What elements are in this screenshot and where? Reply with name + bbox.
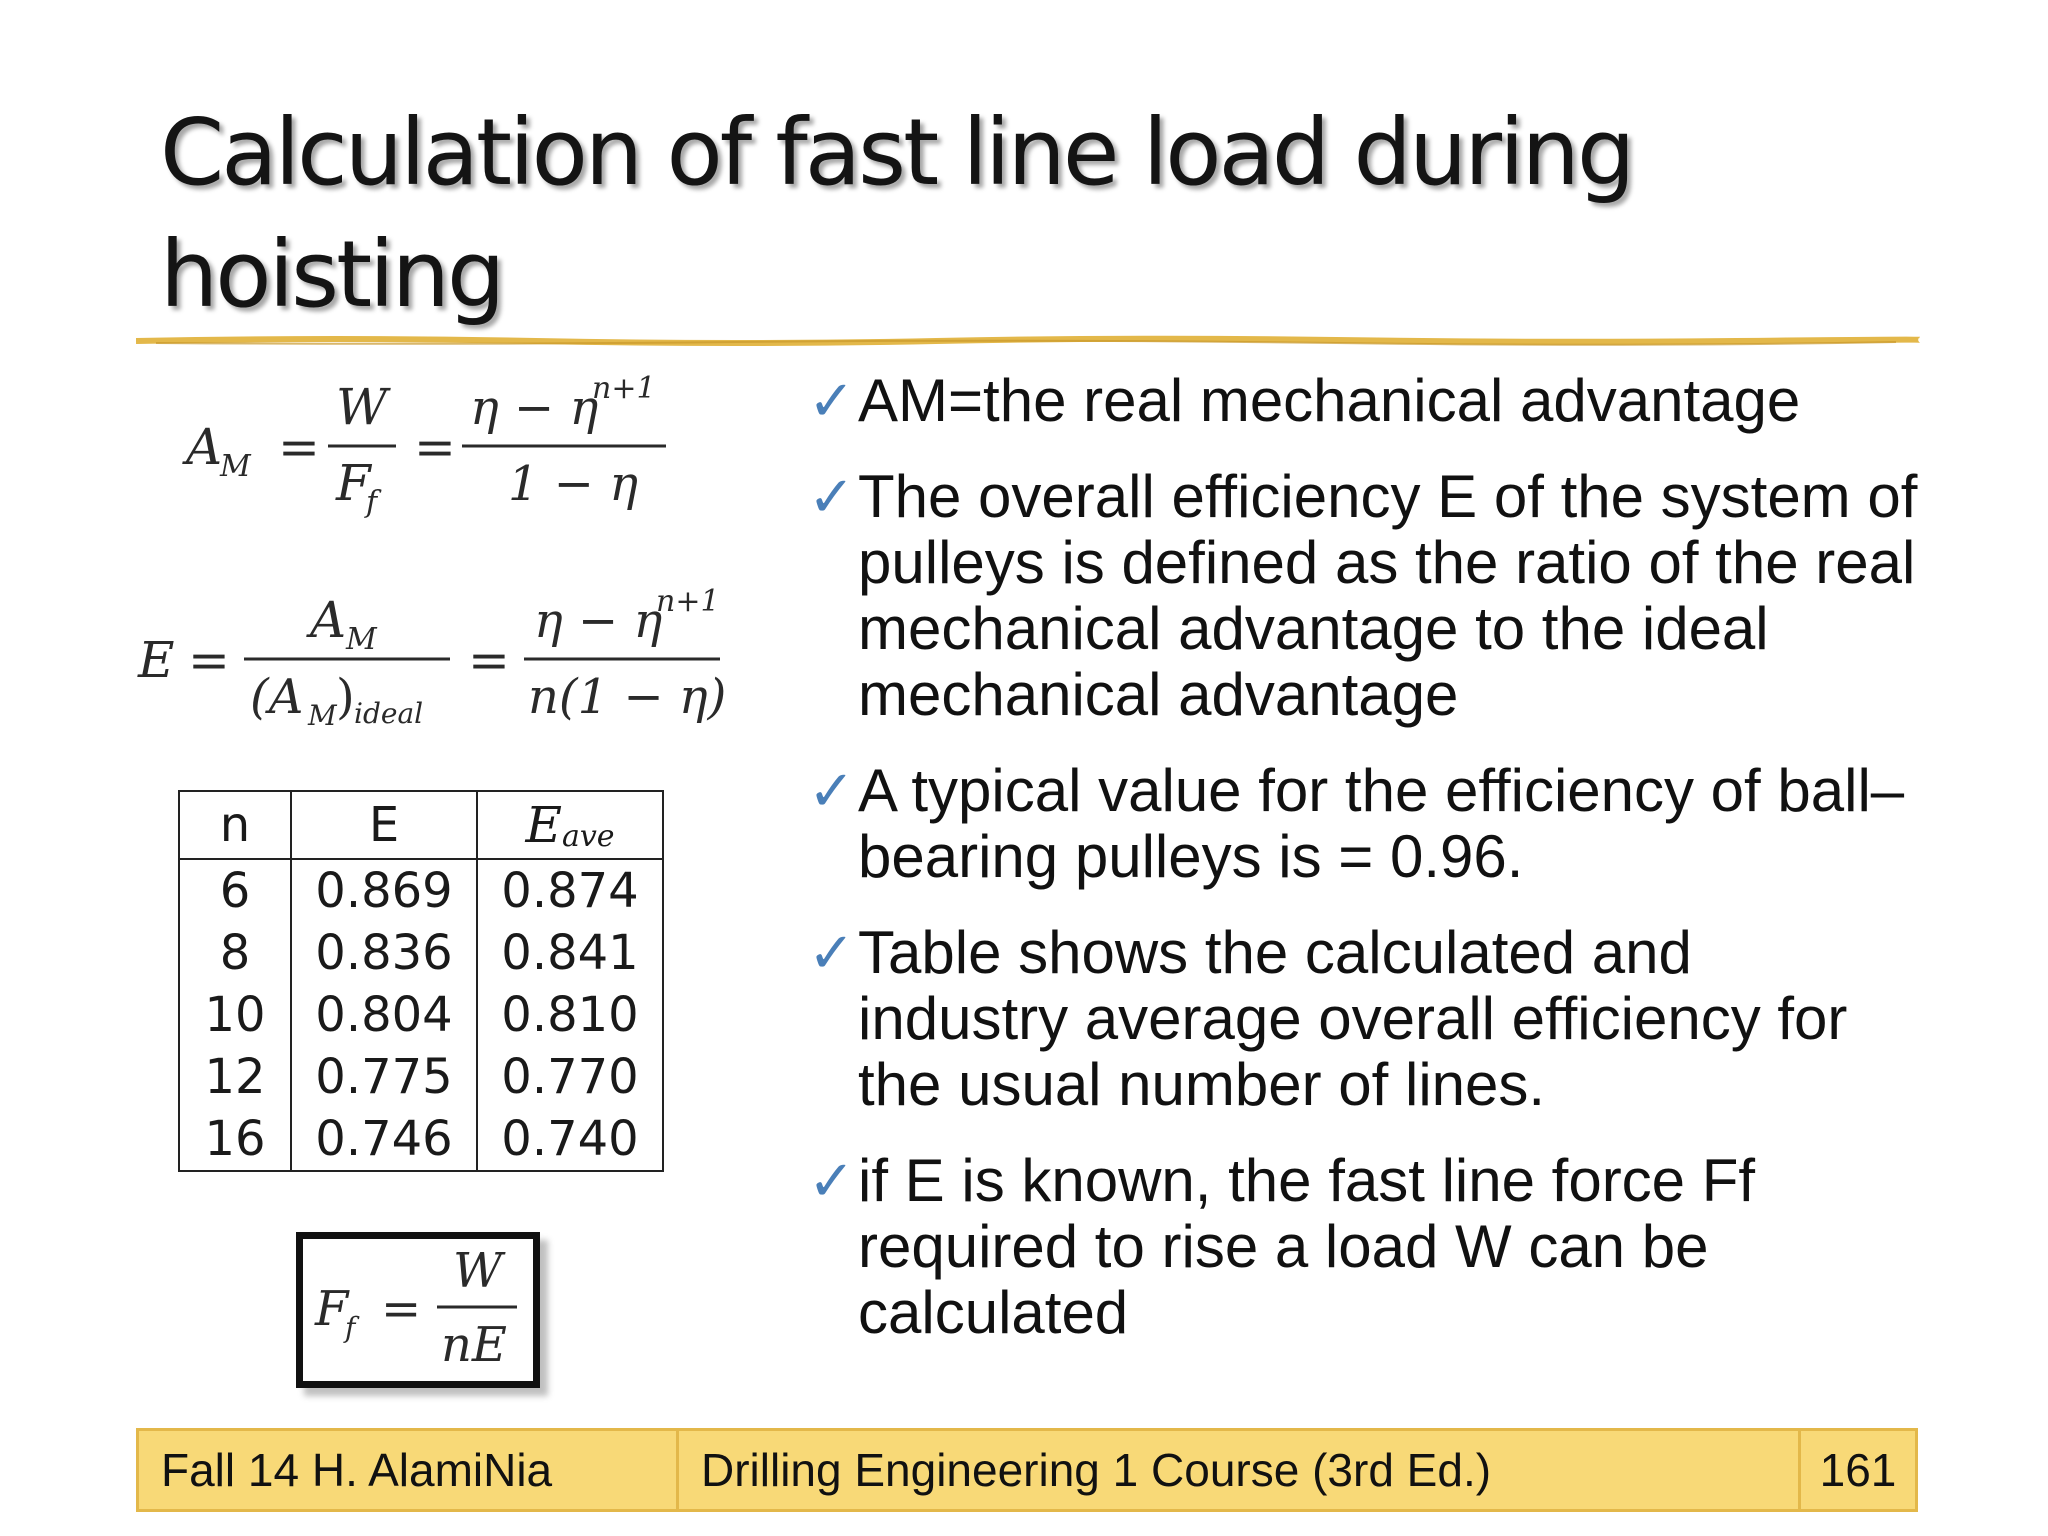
ff-den: nE [441,1317,507,1373]
cell-e: 0.804 [290,984,478,1046]
table-row: 12 0.775 0.770 [178,1046,664,1108]
e-frac1-num: A [306,591,346,649]
svg-text:=: = [278,418,320,476]
e-frac1-den-sub2: ideal [354,697,423,730]
header-e: E [290,790,478,860]
fast-line-force-formula: F f = W nE [296,1232,540,1388]
list-item: ✓ The overall efficiency E of the system… [808,464,1918,728]
table-header-row: n E Eave [178,790,664,860]
cell-e: 0.869 [290,859,478,922]
list-item: ✓ Table shows the calculated and industr… [808,920,1918,1118]
am-lhs-sub: M [219,449,252,484]
bullet-text: AM=the real mechanical advantage [858,367,1801,434]
mechanical-advantage-formula: A M = W F f = η − η n+1 1 − η [180,372,680,522]
efficiency-table: n E Eave 6 0.869 0.874 8 0.836 0.841 10 … [178,790,664,1172]
bullet-list: ✓ AM=the real mechanical advantage ✓ The… [808,368,1918,1376]
e-frac1-num-sub: M [345,622,378,657]
header-n: n [178,790,292,860]
list-item: ✓ AM=the real mechanical advantage [808,368,1918,434]
efficiency-formula: E = A M (A M ) ideal = η − η n+1 n(1 − η… [132,585,732,735]
list-item: ✓ if E is known, the fast line force Ff … [808,1148,1918,1346]
checkmark-icon: ✓ [808,369,855,432]
svg-text:=: = [188,631,230,689]
cell-eave: 0.874 [476,859,664,922]
e-frac2-den: n(1 − η) [528,669,726,725]
am-frac1-num: W [336,378,391,436]
cell-eave: 0.810 [476,984,664,1046]
ff-num: W [453,1243,506,1299]
checkmark-icon: ✓ [808,1149,855,1212]
am-frac2-num: η − η [470,380,598,436]
bullet-text: A typical value for the efficiency of ba… [858,757,1905,890]
cell-n: 8 [178,922,292,984]
e-frac1-den-close: ) [336,669,355,725]
footer-course: Drilling Engineering 1 Course (3rd Ed.) [679,1431,1801,1509]
cell-eave: 0.770 [476,1046,664,1108]
footer-author: Fall 14 H. AlamiNia [139,1431,679,1509]
title-underline [136,335,1920,346]
cell-eave: 0.841 [476,922,664,984]
svg-text:=: = [414,418,456,476]
header-eave: Eave [476,790,664,860]
cell-n: 6 [178,859,292,922]
am-frac1-den-sub: f [364,485,382,520]
e-frac2-num-sup: n+1 [656,585,720,619]
svg-text:=: = [468,631,510,689]
am-frac1-den: F [335,454,373,512]
table-row: 8 0.836 0.841 [178,922,664,984]
cell-e: 0.746 [290,1108,478,1172]
am-frac2-num-sup: n+1 [592,372,656,406]
cell-n: 16 [178,1108,292,1172]
cell-e: 0.775 [290,1046,478,1108]
bullet-text: if E is known, the fast line force Ff re… [858,1147,1756,1346]
checkmark-icon: ✓ [808,465,855,528]
e-lhs: E [137,631,175,689]
cell-n: 10 [178,984,292,1046]
cell-eave: 0.740 [476,1108,664,1172]
page-number: 161 [1819,1444,1897,1496]
am-frac2-den: 1 − η [508,456,638,512]
list-item: ✓ A typical value for the efficiency of … [808,758,1918,890]
ff-lhs-sub: f [343,1311,360,1344]
e-frac1-den: (A [250,669,303,725]
table-row: 10 0.804 0.810 [178,984,664,1046]
cell-n: 12 [178,1046,292,1108]
checkmark-icon: ✓ [808,921,855,984]
footer-bar: Fall 14 H. AlamiNia Drilling Engineering… [136,1428,1918,1512]
ff-lhs: F [314,1281,350,1337]
slide-title: Calculation of fast line load during hoi… [160,99,1635,328]
svg-text:=: = [381,1281,421,1337]
cell-e: 0.836 [290,922,478,984]
table-row: 6 0.869 0.874 [178,859,664,922]
table-row: 16 0.746 0.740 [178,1108,664,1172]
e-frac1-den-sub: M [307,699,338,732]
checkmark-icon: ✓ [808,759,855,822]
bullet-text: Table shows the calculated and industry … [858,919,1848,1118]
bullet-text: The overall efficiency E of the system o… [858,463,1918,728]
am-lhs: A [182,418,222,476]
e-frac2-num: η − η [534,593,662,649]
